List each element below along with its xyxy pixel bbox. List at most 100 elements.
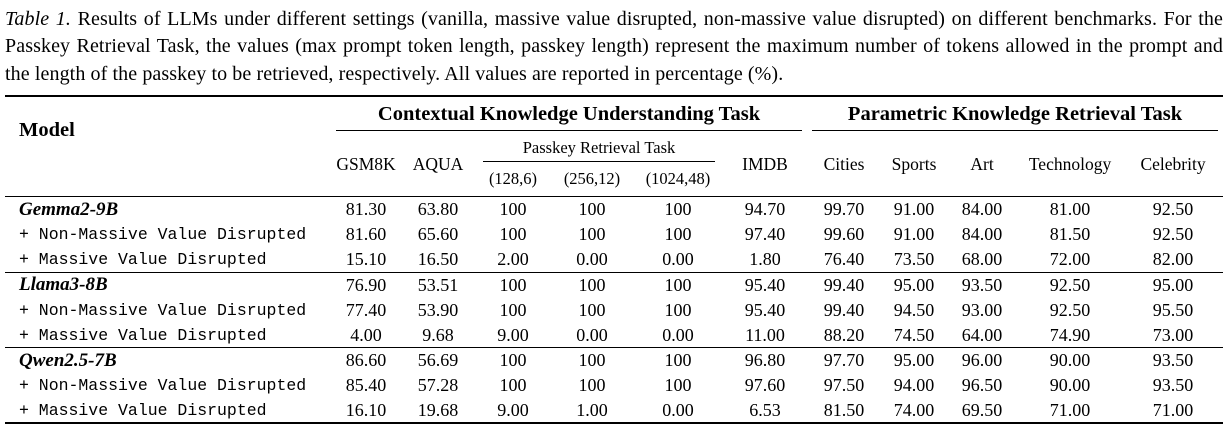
value-cell: 73.00 <box>1152 324 1194 345</box>
value-cell: 97.50 <box>823 375 865 396</box>
variant-label: + Massive Value Disrupted <box>19 249 267 269</box>
value-cell: 93.50 <box>1152 375 1194 396</box>
value-cell: 81.30 <box>345 199 387 220</box>
results-table: Model Contextual Knowledge Understanding… <box>5 95 1224 425</box>
value-cell: 92.50 <box>1049 274 1091 295</box>
value-cell: 91.00 <box>893 224 935 244</box>
column-header-aqua: AQUA <box>412 154 464 175</box>
value-cell: 69.50 <box>961 399 1003 420</box>
value-cell: 73.50 <box>893 248 935 269</box>
header-row-passkey-settings: (128,6) (256,12) (1024,48) <box>5 165 1223 197</box>
value-cell: 0.00 <box>576 324 608 345</box>
value-cell: 81.50 <box>1049 224 1091 244</box>
value-cell: 100 <box>664 199 692 220</box>
value-cell: 57.28 <box>417 375 459 396</box>
value-cell: 0.00 <box>576 248 608 269</box>
model-name: Gemma2-9B <box>19 198 119 220</box>
value-cell: 100 <box>499 299 527 320</box>
value-cell: 16.10 <box>345 399 387 420</box>
header-row-benchmarks: GSM8K AQUA Passkey Retrieval Task IMDB C… <box>5 133 1223 174</box>
value-cell: 11.00 <box>745 324 785 345</box>
value-cell: 97.70 <box>823 350 865 371</box>
column-header-technology: Technology <box>1028 154 1112 175</box>
table-row: Gemma2-9B 81.30 63.80 100 100 100 94.70 99.70 91… <box>5 197 1223 222</box>
table-caption: Table 1. Results of LLMs under different… <box>5 6 1223 88</box>
value-cell: 6.53 <box>749 399 781 420</box>
value-cell: 16.50 <box>417 248 459 269</box>
variant-label: + Non-Massive Value Disrupted <box>19 300 307 320</box>
value-cell: 71.00 <box>1049 399 1091 420</box>
table-row: + Non-Massive Value Disrupted 77.40 53.90 1… <box>5 297 1223 322</box>
value-cell: 100 <box>499 350 527 371</box>
value-cell: 74.00 <box>893 399 935 420</box>
value-cell: 82.00 <box>1152 248 1194 269</box>
value-cell: 84.00 <box>961 199 1003 220</box>
value-cell: 76.40 <box>823 248 865 269</box>
value-cell: 99.70 <box>823 199 865 220</box>
value-cell: 74.50 <box>893 324 935 345</box>
value-cell: 56.69 <box>417 350 459 371</box>
table-row: + Non-Massive Value Disrupted 85.40 57.28 1… <box>5 373 1223 398</box>
table-row: Qwen2.5-7B 86.60 56.69 100 100 100 96.80 97.70 9… <box>5 348 1223 373</box>
value-cell: 9.00 <box>497 399 529 420</box>
model-name: Qwen2.5-7B <box>19 349 117 371</box>
value-cell: 100 <box>578 199 606 220</box>
value-cell: 100 <box>578 375 606 396</box>
value-cell: 100 <box>578 299 606 320</box>
value-cell: 71.00 <box>1152 399 1194 420</box>
value-cell: 91.00 <box>893 199 935 220</box>
variant-label: + Massive Value Disrupted <box>19 325 267 345</box>
value-cell: 100 <box>499 199 527 220</box>
value-cell: 81.60 <box>345 224 387 244</box>
value-cell: 93.50 <box>1152 350 1194 371</box>
variant-label: + Non-Massive Value Disrupted <box>19 225 307 244</box>
model-group: Gemma2-9B 81.30 63.80 100 100 100 94.70 99.70 91… <box>5 196 1224 273</box>
value-cell: 72.00 <box>1049 248 1091 269</box>
group-header-contextual: Contextual Knowledge Understanding Task <box>331 96 807 133</box>
group-header-contextual-label: Contextual Knowledge Understanding Task <box>336 97 803 132</box>
value-cell: 97.40 <box>744 224 786 244</box>
model-group: Qwen2.5-7B 86.60 56.69 100 100 100 96.80 97.70 9… <box>5 347 1224 424</box>
caption-label: Table 1. <box>5 8 71 30</box>
value-cell: 19.68 <box>417 399 459 420</box>
column-header-imdb: IMDB <box>742 154 788 175</box>
value-cell: 92.50 <box>1152 224 1194 244</box>
variant-label: + Non-Massive Value Disrupted <box>19 376 307 396</box>
column-header-passkey-1024-48: (1024,48) <box>645 169 711 189</box>
value-cell: 15.10 <box>345 248 387 269</box>
value-cell: 0.00 <box>662 324 694 345</box>
value-cell: 81.50 <box>823 399 865 420</box>
group-header-parametric-label: Parametric Knowledge Retrieval Task <box>812 97 1219 132</box>
value-cell: 96.00 <box>961 350 1003 371</box>
variant-label: + Massive Value Disrupted <box>19 400 267 420</box>
group-header-parametric: Parametric Knowledge Retrieval Task <box>807 96 1223 133</box>
value-cell: 92.50 <box>1049 299 1091 320</box>
column-header-passkey-256-12: (256,12) <box>563 169 621 189</box>
value-cell: 93.00 <box>961 299 1003 320</box>
value-cell: 84.00 <box>961 224 1003 244</box>
value-cell: 1.00 <box>576 399 608 420</box>
value-cell: 95.00 <box>1152 274 1194 295</box>
value-cell: 95.40 <box>744 299 786 320</box>
value-cell: 86.60 <box>345 350 387 371</box>
value-cell: 99.60 <box>823 224 865 244</box>
value-cell: 95.00 <box>893 274 935 295</box>
column-header-model: Model <box>19 119 75 142</box>
value-cell: 63.80 <box>417 199 459 220</box>
column-header-celebrity: Celebrity <box>1140 154 1206 175</box>
value-cell: 94.70 <box>744 199 786 220</box>
value-cell: 77.40 <box>345 299 387 320</box>
column-header-sports: Sports <box>891 154 937 175</box>
table-row: + Massive Value Disrupted 15.10 16.50 2.00 0… <box>5 247 1223 272</box>
passkey-header-label: Passkey Retrieval Task <box>483 133 715 163</box>
value-cell: 68.00 <box>961 248 1003 269</box>
value-cell: 100 <box>578 224 606 244</box>
value-cell: 100 <box>578 350 606 371</box>
value-cell: 74.90 <box>1049 324 1091 345</box>
value-cell: 85.40 <box>345 375 387 396</box>
value-cell: 9.00 <box>497 324 529 345</box>
value-cell: 100 <box>664 274 692 295</box>
value-cell: 100 <box>664 350 692 371</box>
value-cell: 100 <box>664 299 692 320</box>
value-cell: 92.50 <box>1152 199 1194 220</box>
